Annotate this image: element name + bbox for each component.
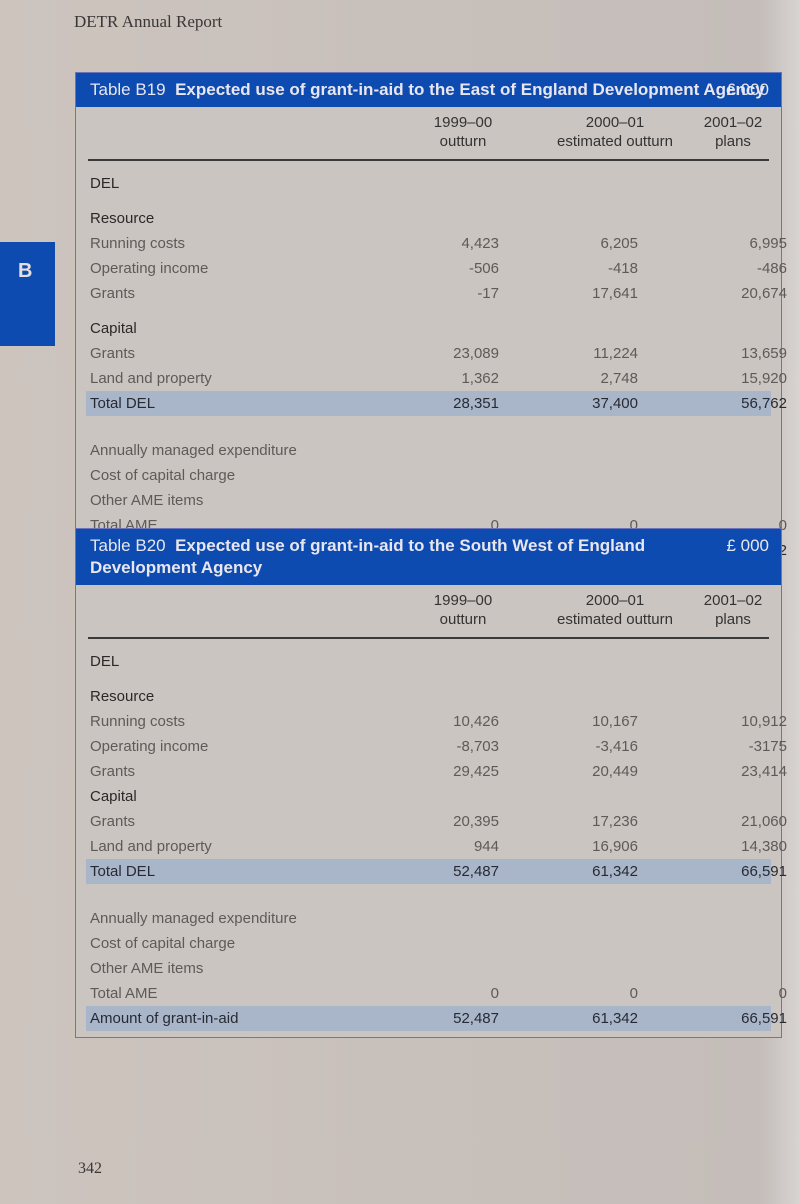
section-label-del: DEL (90, 175, 120, 192)
section-label-ame: Annually managed expenditure (90, 910, 297, 927)
table-header: Table B20 Expected use of grant-in-aid t… (76, 529, 781, 585)
section-tab-label: B (18, 260, 33, 282)
table-unit: £ 000 (726, 536, 769, 555)
table-row: Land and property 1,362 2,748 15,920 (90, 370, 787, 387)
section-label-resource: Resource (90, 688, 155, 705)
section-label-capital: Capital (90, 320, 137, 337)
column-headers: 1999–00 outturn 2000–01 estimated outturn … (88, 107, 769, 161)
section-label-resource: Resource (90, 210, 155, 227)
table-row: Grants -17 17,641 20,674 (90, 285, 787, 302)
table-row: Grants 20,395 17,236 21,060 (90, 813, 787, 830)
section-label-del: DEL (90, 653, 120, 670)
total-row: Total DEL 52,487 61,342 66,591 (86, 859, 787, 884)
grant-in-aid-row: Amount of grant-in-aid 52,487 61,342 66,591 (86, 1006, 787, 1031)
column-header: 2000–01 estimated outturn (557, 592, 673, 628)
page-number: 342 (78, 1160, 102, 1177)
table-row: Running costs 4,423 6,205 6,995 (90, 235, 787, 252)
total-row: Total DEL 28,351 37,400 56,762 (86, 391, 787, 416)
section-tab: B (0, 242, 55, 346)
table-row: Grants 29,425 20,449 23,414 (90, 763, 787, 780)
table-row: Grants 23,089 11,224 13,659 (90, 345, 787, 362)
table-row: Cost of capital charge (90, 467, 236, 484)
column-header: 1999–00 outturn (433, 114, 493, 150)
column-header: 1999–00 outturn (433, 592, 493, 628)
table-row: Cost of capital charge (90, 935, 236, 952)
table-row: Operating income -506 -418 -486 (90, 260, 787, 277)
table-row: Running costs 10,426 10,167 10,912 (90, 713, 787, 730)
table-title: Expected use of grant-in-aid to the Sout… (90, 536, 646, 577)
table-number: Table B19 (90, 80, 166, 99)
column-headers: 1999–00 outturn 2000–01 estimated outturn … (88, 585, 769, 639)
table-row: Operating income -8,703 -3,416 -3175 (90, 738, 787, 755)
table-title: Expected use of grant-in-aid to the East… (175, 80, 765, 99)
table-b20: Table B20 Expected use of grant-in-aid t… (75, 528, 787, 1038)
table-row: Total AME 0 0 0 (90, 985, 787, 1002)
column-header: 2001–02 plans (703, 114, 763, 150)
column-header: 2001–02 plans (703, 592, 763, 628)
table-number: Table B20 (90, 536, 166, 555)
table-unit: £ 000 (726, 80, 769, 99)
table-row: Other AME items (90, 960, 204, 977)
running-head: DETR Annual Report (74, 12, 223, 31)
table-row: Land and property 944 16,906 14,380 (90, 838, 787, 855)
table-header: Table B19 Expected use of grant-in-aid t… (76, 73, 781, 107)
section-label-capital: Capital (90, 788, 137, 805)
table-row: Other AME items (90, 492, 204, 509)
section-label-ame: Annually managed expenditure (90, 442, 297, 459)
table-b19: Table B19 Expected use of grant-in-aid t… (75, 72, 787, 570)
column-header: 2000–01 estimated outturn (557, 114, 673, 150)
